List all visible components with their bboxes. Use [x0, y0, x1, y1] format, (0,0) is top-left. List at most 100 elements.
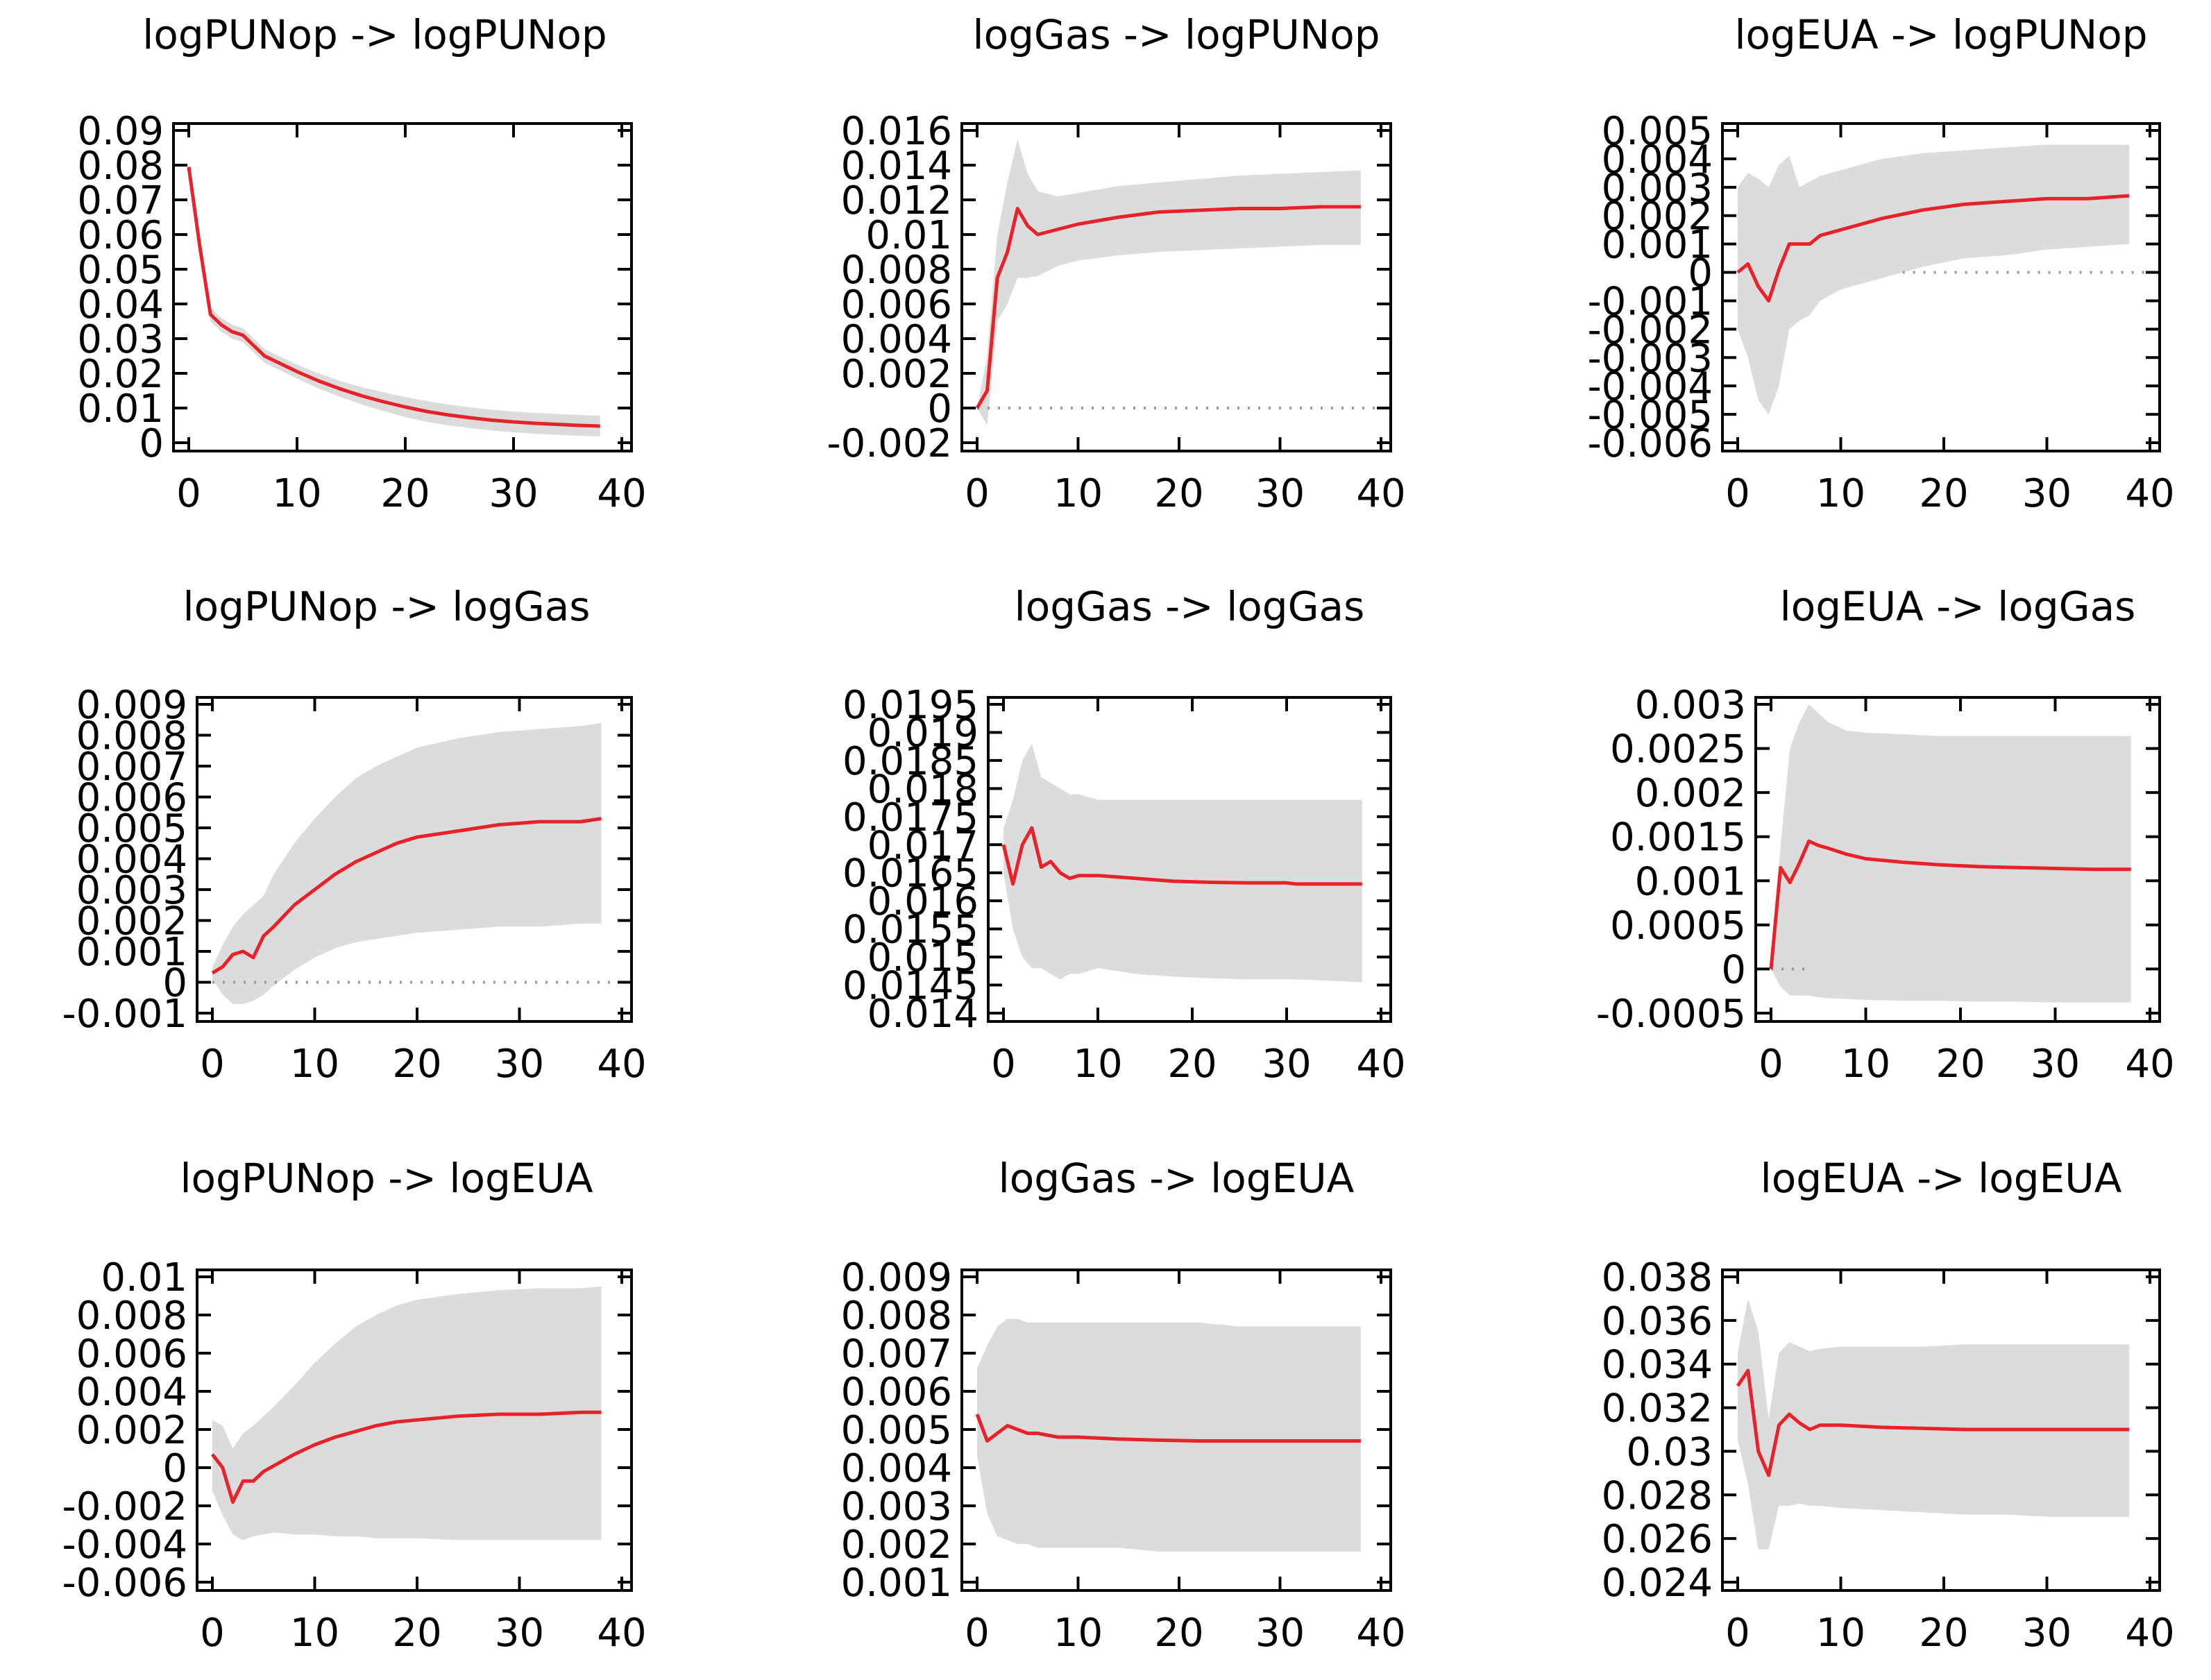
- y-tick-label: -0.002: [827, 421, 952, 466]
- irf-panel-6: logEUA -> logGas-0.000500.00050.0010.001…: [1596, 583, 2175, 1087]
- y-tick-label: 0.0165: [842, 851, 979, 897]
- y-tick-label: 0.0195: [842, 683, 979, 728]
- y-tick-label: 0.008: [76, 714, 187, 759]
- irf-panel-4: logPUNop -> logGas-0.00100.0010.0020.003…: [62, 583, 646, 1087]
- irf-panel-7: logPUNop -> logEUA-0.006-0.004-0.00200.0…: [62, 1155, 646, 1656]
- y-tick-label: 0.01: [865, 213, 952, 258]
- x-tick-label: 10: [272, 471, 321, 516]
- y-tick-label: 0.001: [76, 930, 187, 975]
- y-tick-label: 0.009: [841, 1255, 952, 1300]
- x-tick-label: 40: [2125, 471, 2174, 516]
- x-tick-label: 30: [2031, 1042, 2080, 1087]
- y-tick-label: 0.034: [1602, 1343, 1713, 1388]
- y-tick-label: 0.01: [101, 1255, 187, 1300]
- x-tick-label: 20: [1154, 1611, 1203, 1656]
- y-tick-label: 0.002: [1602, 194, 1713, 239]
- y-tick-label: 0.09: [77, 109, 164, 154]
- y-tick-label: 0.016: [841, 109, 952, 154]
- y-tick-label: 0.004: [1602, 137, 1713, 183]
- x-tick-label: 10: [1816, 471, 1865, 516]
- x-tick-label: 20: [1919, 471, 1968, 516]
- y-tick-label: 0.004: [841, 1446, 952, 1491]
- x-tick-label: 10: [1053, 471, 1103, 516]
- x-tick-label: 30: [1255, 471, 1305, 516]
- x-tick-label: 10: [290, 1042, 339, 1087]
- x-tick-label: 10: [1073, 1042, 1122, 1087]
- response-line: [975, 205, 1361, 409]
- confidence-band: [977, 139, 1361, 425]
- y-tick-label: 0.005: [841, 1408, 952, 1453]
- y-tick-label: 0: [1721, 947, 1746, 992]
- y-tick-label: 0.0185: [842, 739, 979, 784]
- y-tick-label: 0: [927, 387, 952, 432]
- x-tick-label: 40: [1356, 471, 1405, 516]
- x-tick-label: 30: [1255, 1611, 1305, 1656]
- panel-title: logEUA -> logPUNop: [1734, 11, 2147, 58]
- y-tick-label: 0.004: [76, 1370, 187, 1415]
- response-line: [1736, 194, 2130, 303]
- plot-frame: [1721, 122, 2161, 452]
- response-line: [975, 1414, 1361, 1443]
- x-tick-label: 30: [495, 1611, 544, 1656]
- y-tick-label: 0.012: [841, 178, 952, 223]
- y-tick-label: 0.024: [1602, 1561, 1713, 1606]
- x-tick-label: 40: [597, 1611, 646, 1656]
- confidence-band: [1771, 704, 2131, 1003]
- response-line: [1001, 826, 1362, 886]
- y-tick-label: 0.015: [867, 935, 979, 981]
- x-tick-label: 40: [2125, 1611, 2174, 1656]
- y-tick-label: 0.006: [76, 776, 187, 821]
- y-tick-label: 0.036: [1602, 1299, 1713, 1344]
- x-tick-label: 0: [991, 1042, 1016, 1087]
- y-tick-label: 0.002: [76, 899, 187, 944]
- y-tick-label: 0.0155: [842, 908, 979, 953]
- y-tick-label: 0.003: [1635, 683, 1746, 728]
- y-tick-label: 0.028: [1602, 1473, 1713, 1518]
- confidence-band: [212, 722, 602, 1004]
- irf-panel-8: logGas -> logEUA0.0010.0020.0030.0040.00…: [841, 1155, 1406, 1656]
- panel-title: logGas -> logGas: [1015, 583, 1365, 630]
- y-tick-label: 0.003: [841, 1484, 952, 1529]
- plot-frame: [1721, 1269, 2161, 1592]
- response-line: [211, 1410, 602, 1504]
- y-tick-label: 0.004: [841, 317, 952, 362]
- confidence-band: [1738, 144, 2130, 415]
- x-tick-label: 20: [1167, 1042, 1217, 1087]
- y-tick-label: -0.006: [62, 1561, 187, 1606]
- x-tick-label: 20: [1935, 1042, 1985, 1087]
- x-tick-label: 40: [597, 1042, 646, 1087]
- y-tick-label: 0.0015: [1610, 815, 1746, 860]
- x-tick-label: 10: [1841, 1042, 1890, 1087]
- x-tick-label: 30: [495, 1042, 544, 1087]
- y-tick-label: 0.05: [77, 248, 164, 293]
- confidence-band: [1738, 1298, 2130, 1550]
- x-tick-label: 0: [965, 471, 990, 516]
- x-tick-label: 10: [1053, 1611, 1103, 1656]
- response-line: [211, 817, 602, 975]
- x-tick-label: 0: [1725, 471, 1750, 516]
- plot-frame: [987, 696, 1392, 1023]
- x-tick-label: 0: [200, 1042, 225, 1087]
- y-tick-label: 0: [139, 421, 164, 466]
- y-tick-label: 0.002: [76, 1408, 187, 1453]
- y-tick-label: 0.006: [76, 1332, 187, 1377]
- x-tick-label: 20: [392, 1611, 441, 1656]
- plot-frame: [1754, 696, 2161, 1023]
- y-tick-label: 0.002: [841, 352, 952, 397]
- y-tick-label: 0.032: [1602, 1386, 1713, 1432]
- y-tick-label: 0.016: [867, 879, 979, 924]
- x-tick-label: 40: [2125, 1042, 2174, 1087]
- y-tick-label: 0.038: [1602, 1255, 1713, 1300]
- y-tick-label: 0.007: [76, 745, 187, 790]
- panel-title: logPUNop -> logPUNop: [142, 11, 607, 58]
- y-tick-label: 0.07: [77, 178, 164, 223]
- y-tick-label: 0.01: [77, 387, 164, 432]
- y-tick-label: 0.009: [76, 683, 187, 728]
- y-tick-label: 0.005: [76, 806, 187, 851]
- y-tick-label: 0.014: [867, 992, 979, 1037]
- x-tick-label: 10: [290, 1611, 339, 1656]
- y-tick-label: 0.0005: [1610, 903, 1746, 949]
- y-tick-label: -0.004: [62, 1522, 187, 1568]
- y-tick-label: 0.004: [76, 838, 187, 883]
- x-tick-label: 30: [1262, 1042, 1311, 1087]
